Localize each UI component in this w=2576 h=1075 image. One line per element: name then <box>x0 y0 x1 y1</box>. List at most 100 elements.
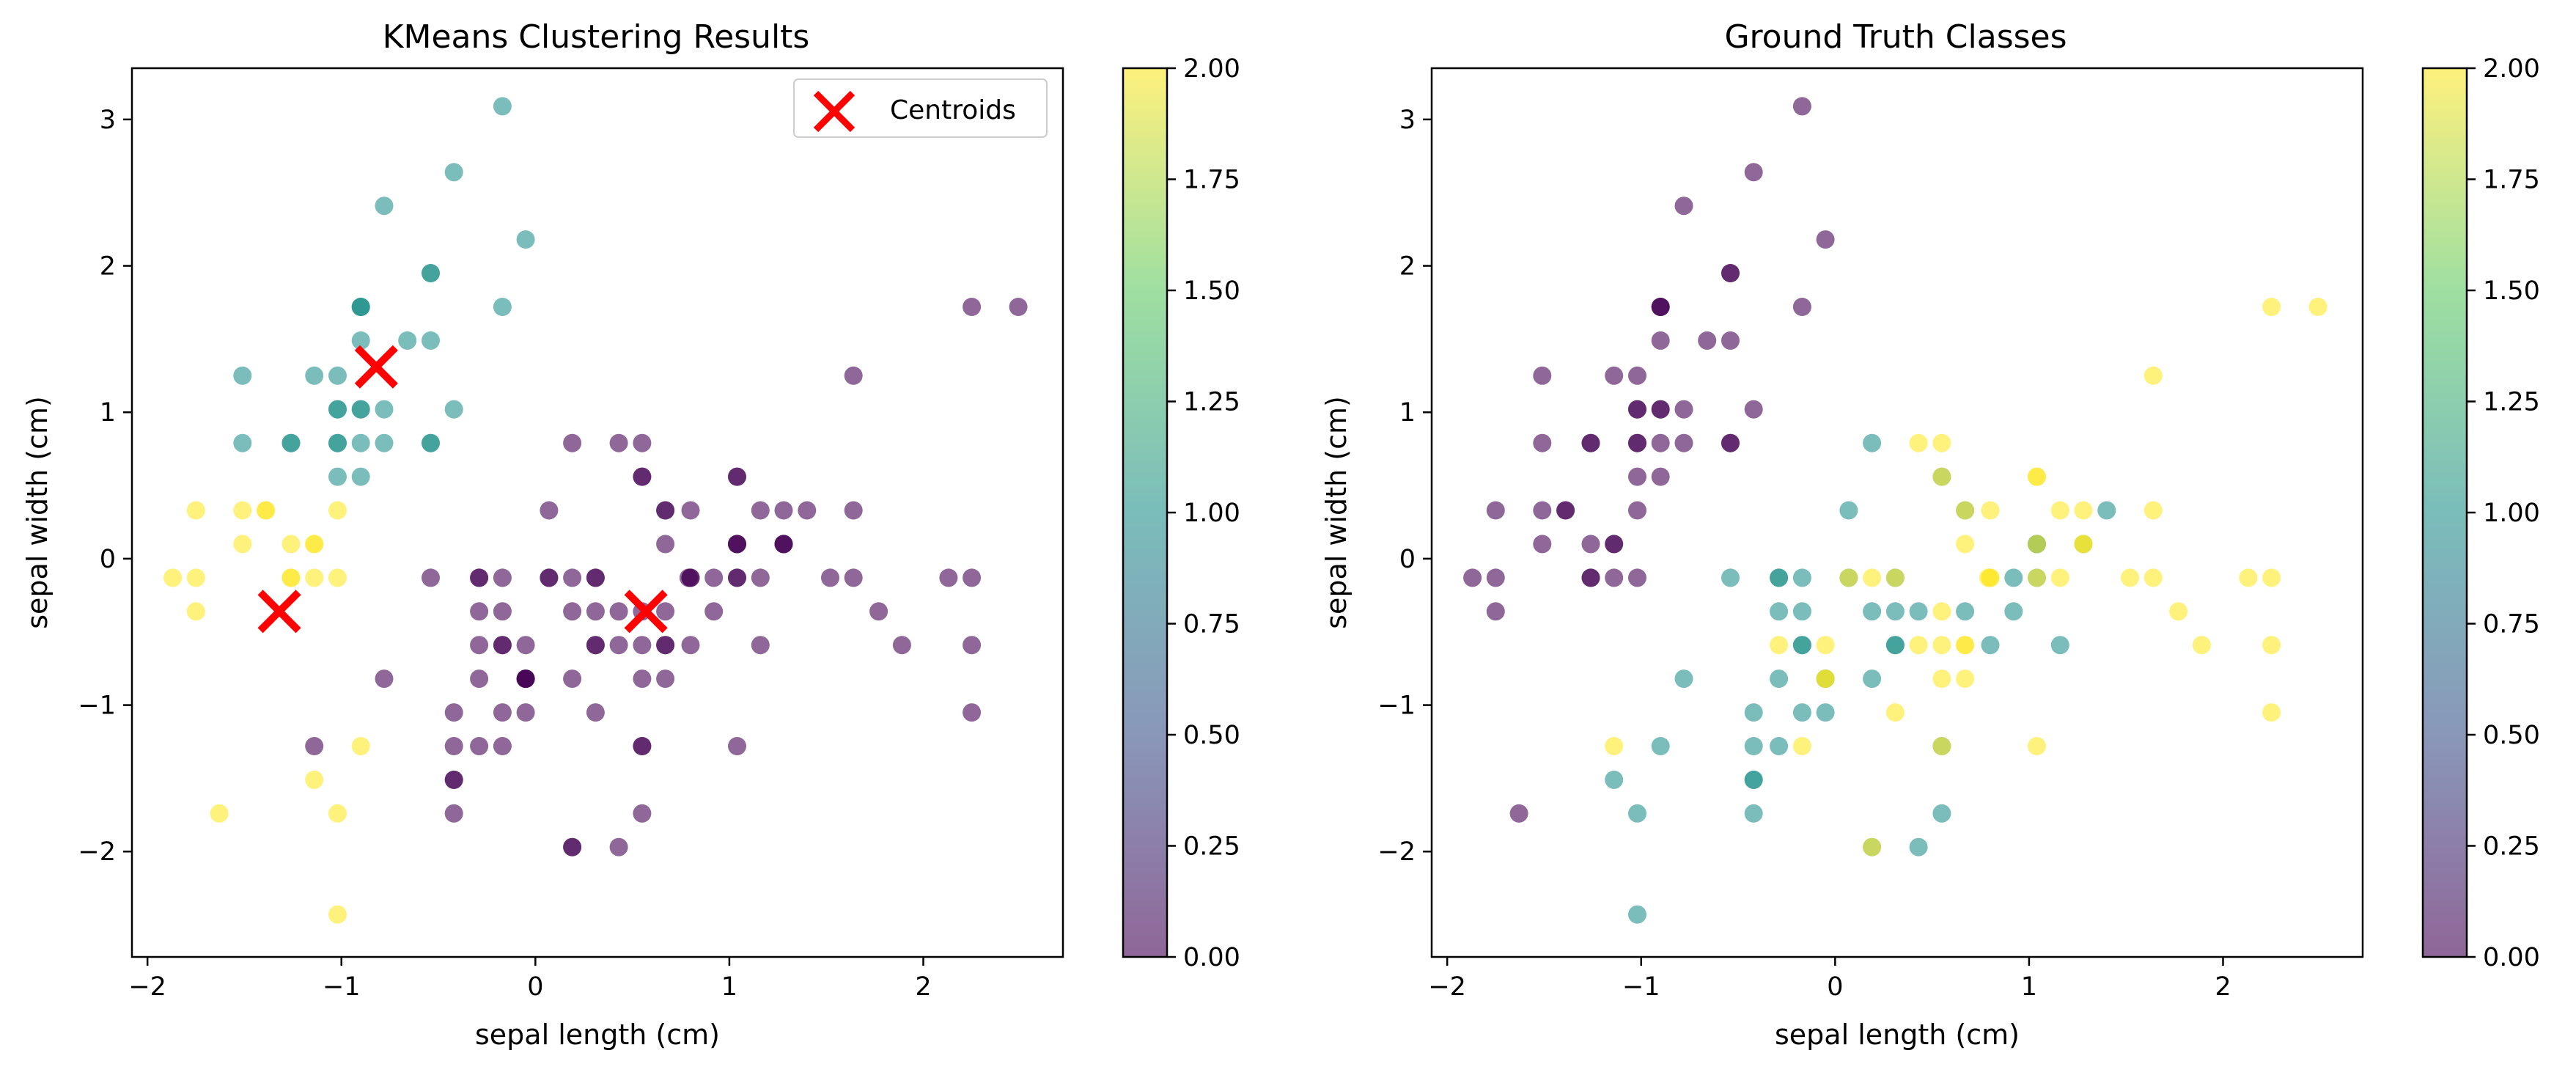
data-point <box>186 602 205 621</box>
data-point <box>704 568 724 587</box>
x-tick-label: 2 <box>915 972 931 1002</box>
data-point <box>1932 433 1951 452</box>
data-point <box>1744 770 1763 789</box>
y-tick-label: 2 <box>100 252 116 282</box>
data-point <box>1932 804 1951 823</box>
data-point <box>281 535 301 554</box>
ground-truth-x-ticks: −2 −1 0 1 2 <box>1428 957 2231 1002</box>
kmeans-axes-frame <box>130 67 1064 958</box>
data-point <box>470 737 489 755</box>
centroid-marker <box>257 590 301 634</box>
data-point <box>422 433 440 452</box>
data-point <box>633 737 652 755</box>
data-point <box>728 737 746 755</box>
data-point <box>1509 804 1528 823</box>
y-tick-label: 2 <box>1399 252 1416 282</box>
data-point <box>1486 568 1505 587</box>
data-point <box>633 467 652 486</box>
x-tick-label: −2 <box>128 972 166 1002</box>
kmeans-colorbar-ticks: 0.00 0.25 0.50 0.75 1.00 1.25 1.50 1.75 2.00 <box>1167 54 1240 972</box>
y-tick-label: −1 <box>78 691 116 721</box>
data-point <box>963 568 982 587</box>
data-point <box>844 568 863 587</box>
colorbar-tick-label: 1.50 <box>1183 276 1240 306</box>
colorbar-tick-label: 2.00 <box>2483 54 2540 84</box>
data-point <box>728 568 746 587</box>
data-point <box>2028 737 2046 755</box>
data-point <box>1885 636 1905 655</box>
data-point <box>1932 636 1951 655</box>
data-point <box>2192 636 2211 655</box>
x-tick-label: 0 <box>1827 972 1843 1002</box>
data-point <box>563 837 582 856</box>
data-point <box>470 602 489 621</box>
data-point <box>1009 298 1028 316</box>
ground-truth-ylabel: sepal width (cm) <box>1320 396 1353 629</box>
y-tick-label: 0 <box>1399 545 1416 574</box>
y-tick-label: 3 <box>100 106 116 135</box>
data-point <box>751 568 770 587</box>
data-point <box>2028 535 2046 554</box>
colorbar-tick-label: 0.25 <box>1183 832 1240 862</box>
data-point <box>1909 602 1928 621</box>
data-point <box>2262 298 2281 316</box>
data-point <box>2050 501 2069 520</box>
data-point <box>2143 568 2163 587</box>
data-point <box>1792 97 1811 116</box>
data-point <box>1816 230 1835 249</box>
data-point <box>1792 737 1811 755</box>
data-point <box>2239 568 2258 587</box>
data-point <box>1956 669 1975 689</box>
data-point <box>2050 636 2069 655</box>
data-point <box>1605 568 1624 587</box>
data-point <box>1839 501 1858 520</box>
data-point <box>2004 568 2023 587</box>
data-point <box>1981 501 2000 520</box>
data-point <box>1628 467 1646 486</box>
data-point <box>1885 703 1905 722</box>
data-point <box>1909 433 1928 452</box>
data-point <box>633 669 652 689</box>
legend-centroid-marker <box>813 90 855 133</box>
colorbar-tick-label: 0.00 <box>2483 943 2540 972</box>
data-point <box>563 669 582 689</box>
data-point <box>305 737 324 755</box>
data-point <box>1533 366 1552 385</box>
x-tick-label: 1 <box>2021 972 2037 1002</box>
data-point <box>1816 703 1835 722</box>
ground-truth-axes-frame <box>1430 67 2364 958</box>
data-point <box>2143 366 2163 385</box>
x-tick-label: −1 <box>1622 972 1660 1002</box>
data-point <box>633 433 652 452</box>
kmeans-plot-area <box>163 97 1028 924</box>
data-point <box>1792 602 1811 621</box>
data-point <box>398 331 417 350</box>
data-point <box>1628 366 1646 385</box>
legend: Centroids <box>793 78 1048 138</box>
data-point <box>751 501 770 520</box>
data-point <box>1792 703 1811 722</box>
colorbar-tick-label: 2.00 <box>1183 54 1240 84</box>
data-point <box>281 433 301 452</box>
data-point <box>1674 197 1693 216</box>
data-point <box>493 737 512 755</box>
data-point <box>328 501 347 520</box>
data-point <box>1674 400 1693 419</box>
data-point <box>869 602 888 621</box>
data-point <box>1581 433 1600 452</box>
data-point <box>1721 264 1740 282</box>
colorbar-tick-label: 1.00 <box>2483 499 2540 528</box>
data-point <box>1770 669 1789 689</box>
data-point <box>1628 400 1646 419</box>
data-point <box>1605 535 1624 554</box>
data-point <box>774 535 793 554</box>
data-point <box>422 568 440 587</box>
data-point <box>493 602 512 621</box>
ground-truth-colorbar-gradient <box>2423 68 2467 957</box>
data-point <box>375 433 394 452</box>
data-point <box>1628 905 1646 924</box>
data-point <box>233 501 252 520</box>
data-point <box>328 433 347 452</box>
data-point <box>470 636 489 655</box>
ground-truth-y-ticks: −2 −1 0 1 2 3 <box>1377 106 1432 867</box>
